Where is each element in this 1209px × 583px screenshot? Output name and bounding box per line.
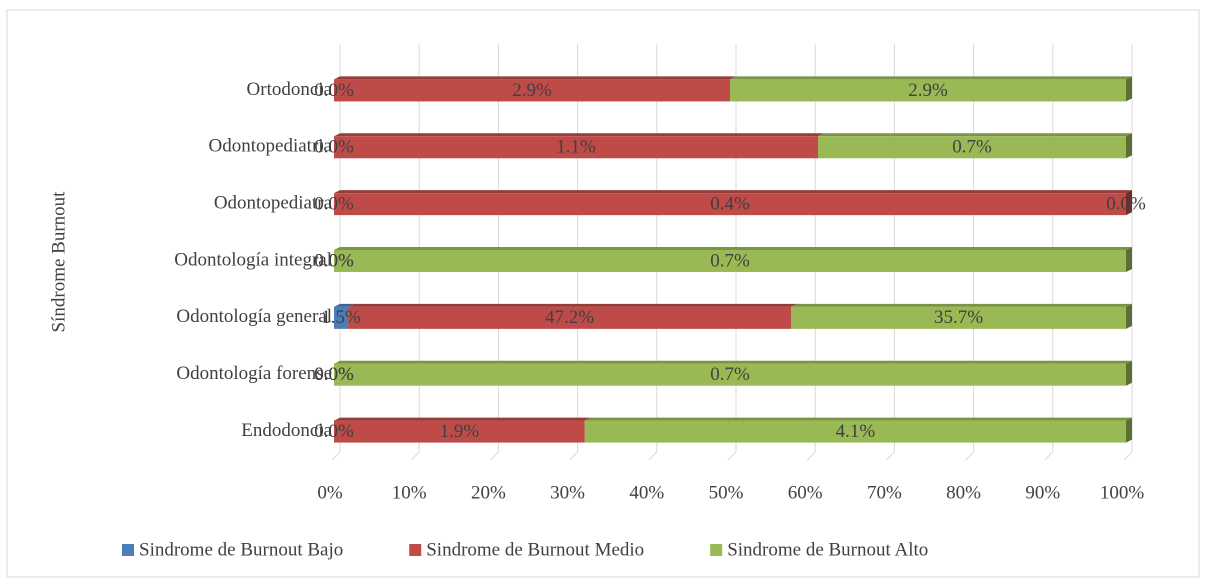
x-tick xyxy=(331,451,341,461)
data-label: 0.0% xyxy=(314,80,354,101)
bar xyxy=(334,250,1126,272)
bar-side xyxy=(1126,360,1132,386)
x-tick-label: 100% xyxy=(1100,482,1145,503)
bar-top xyxy=(818,133,1132,137)
legend-label: Sindrome de Burnout Bajo xyxy=(139,539,343,560)
bar-side xyxy=(1126,417,1132,443)
data-label: 0.7% xyxy=(952,137,992,158)
bar-top xyxy=(334,190,1132,194)
bar-top xyxy=(334,76,736,80)
x-tick xyxy=(806,451,816,461)
x-tick-label: 10% xyxy=(392,482,427,503)
x-tick xyxy=(727,451,737,461)
bar-side xyxy=(1126,303,1132,329)
y-tick-label: Odontología integral xyxy=(174,249,332,270)
bar xyxy=(730,79,1126,102)
data-label: 0.0% xyxy=(314,194,354,215)
data-label: 0.0% xyxy=(1106,194,1146,215)
x-tick xyxy=(569,451,578,461)
data-label: 0.7% xyxy=(710,250,750,271)
y-tick-label: Odontología general xyxy=(176,306,332,327)
legend-label: Sindrome de Burnout Alto xyxy=(727,539,928,560)
bar xyxy=(584,420,1126,443)
bar xyxy=(334,136,818,159)
data-label: 47.2% xyxy=(545,307,594,328)
bar xyxy=(334,193,1126,216)
x-tick-label: 60% xyxy=(788,482,823,503)
y-tick-label: Endodoncia xyxy=(241,420,332,441)
data-label: 4.1% xyxy=(836,421,876,442)
y-tick-label: Odontología forense xyxy=(176,363,332,384)
x-tick-label: 80% xyxy=(946,482,981,503)
bar-top xyxy=(790,303,1132,307)
x-tick-label: 90% xyxy=(1025,482,1060,503)
bar-side xyxy=(1126,133,1132,159)
x-tick-label: 50% xyxy=(709,482,744,503)
x-tick-label: 70% xyxy=(867,482,902,503)
data-label: 1.1% xyxy=(556,137,596,158)
bar xyxy=(818,136,1126,159)
bar-side xyxy=(1126,190,1132,216)
x-tick-label: 0% xyxy=(317,482,343,503)
data-label: 1.5% xyxy=(321,307,361,328)
bar xyxy=(348,306,791,329)
bar xyxy=(334,306,349,329)
data-label: 0.0% xyxy=(314,364,354,385)
data-label: 0.0% xyxy=(314,364,354,385)
x-tick xyxy=(490,451,499,461)
bar-top xyxy=(334,247,1132,250)
bar xyxy=(334,363,1126,386)
x-tick xyxy=(410,451,420,461)
bar xyxy=(334,420,585,443)
data-label: 35.7% xyxy=(934,307,983,328)
data-label: 0.7% xyxy=(710,364,750,385)
x-tick xyxy=(648,451,658,461)
x-tick-label: 20% xyxy=(471,482,506,503)
bar xyxy=(334,79,730,102)
bar-top xyxy=(334,133,824,137)
bar-top xyxy=(334,417,591,421)
data-label: 2.9% xyxy=(512,80,552,101)
data-label: 0.0% xyxy=(314,421,354,442)
x-tick-label: 40% xyxy=(629,482,664,503)
data-label: 0.0% xyxy=(314,250,354,271)
x-tick-label: 30% xyxy=(550,482,585,503)
bar-top xyxy=(334,303,355,307)
bar-side xyxy=(1126,247,1132,272)
legend-label: Sindrome de Burnout Medio xyxy=(426,539,644,560)
legend-swatch xyxy=(122,544,134,556)
x-tick xyxy=(1044,451,1054,461)
bar-top xyxy=(334,360,1132,364)
bar-top xyxy=(730,76,1132,80)
chart-border xyxy=(6,9,1200,578)
bar-top xyxy=(584,417,1132,421)
bar-side xyxy=(1126,76,1132,102)
x-tick xyxy=(886,451,895,461)
data-label: 0.4% xyxy=(710,194,750,215)
data-label: 1.9% xyxy=(440,421,480,442)
x-tick xyxy=(965,451,974,461)
x-tick xyxy=(1123,451,1133,461)
data-label: 0.0% xyxy=(314,137,354,158)
data-label: 2.9% xyxy=(908,80,948,101)
legend-swatch xyxy=(710,544,723,556)
y-tick-label: Ortodoncia xyxy=(247,79,333,100)
legend-swatch xyxy=(409,544,422,556)
y-tick-label: Odontopediatra xyxy=(214,193,333,214)
data-label: 0.0% xyxy=(314,250,354,271)
y-axis-title: Síndrome Burnout xyxy=(48,191,69,333)
bar xyxy=(790,306,1126,329)
bar-top xyxy=(348,303,797,307)
y-tick-label: Odontopediatria xyxy=(209,136,333,157)
